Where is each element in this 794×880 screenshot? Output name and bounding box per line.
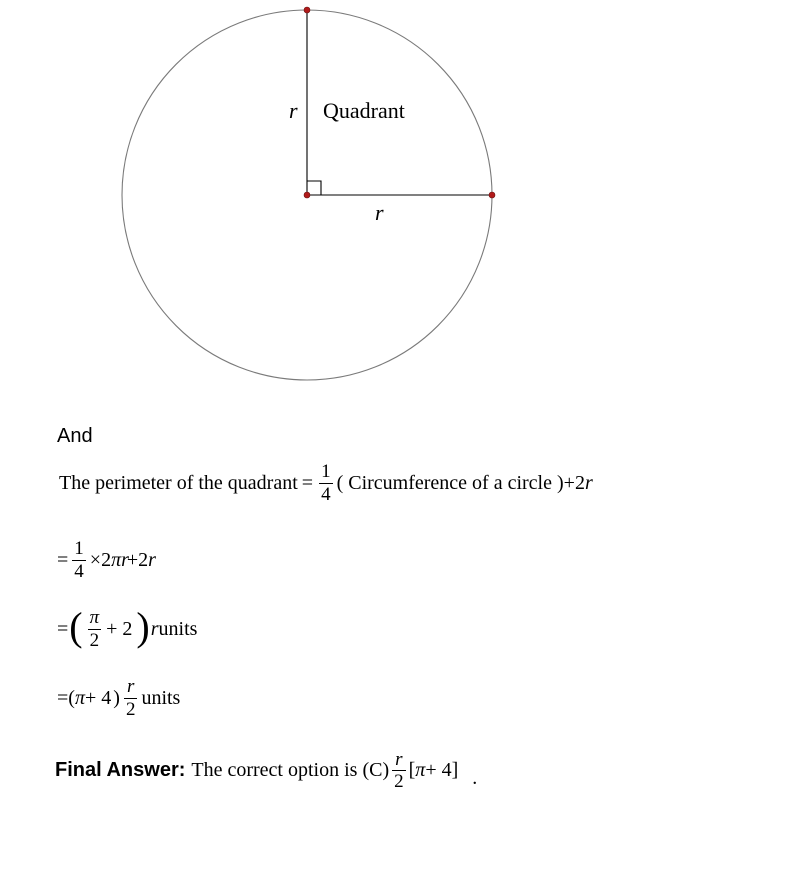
quadrant-diagram: r Quadrant r	[115, 0, 500, 390]
rp-4: )	[113, 687, 120, 710]
equals-4: =	[57, 687, 68, 710]
and-text: And	[57, 425, 739, 448]
dot-top	[304, 7, 310, 13]
frac-num-pi: π	[88, 608, 102, 628]
equals-2: =	[57, 549, 68, 572]
times: ×	[90, 549, 101, 572]
frac-pi-2: π 2	[88, 608, 102, 651]
r-ital-2: r	[148, 549, 156, 571]
final-dot: .	[472, 767, 477, 792]
final-answer-row: Final Answer: The correct option is (C) …	[55, 750, 739, 793]
frac-1-4-b: 1 4	[72, 539, 86, 582]
lp-4: (	[68, 687, 75, 710]
frac-r-2: r 2	[124, 677, 138, 720]
line1-mid: ( Circumference of a circle )	[337, 472, 564, 495]
two-r-2: 2r	[138, 549, 156, 572]
paren-group: ( π 2 + 2 )	[69, 608, 149, 651]
frac-num-1: 1	[319, 462, 333, 482]
open-bracket: [	[409, 759, 416, 782]
r-after-paren: r	[151, 618, 159, 641]
label-quadrant: Quadrant	[323, 98, 405, 123]
frac-num-r-f: r	[393, 750, 404, 770]
plus4-final: + 4	[425, 759, 451, 782]
plus-2: +	[127, 549, 138, 572]
pi-4: π	[75, 687, 85, 710]
final-answer-text: The correct option is (C)	[191, 759, 389, 782]
close-bracket: ]	[452, 759, 459, 782]
perimeter-line-3: = ( π 2 + 2 ) r units	[55, 608, 739, 651]
frac-den-2-f: 2	[392, 772, 406, 792]
pi-final: π	[415, 759, 425, 782]
lparen-big: (	[69, 609, 82, 649]
frac-den-2b: 2	[124, 700, 138, 720]
dot-center	[304, 192, 310, 198]
plus-1: +	[564, 472, 575, 495]
dot-right	[489, 192, 495, 198]
units-1: units	[159, 618, 198, 641]
equals-3: =	[57, 618, 68, 641]
units-2: units	[141, 687, 180, 710]
frac-den-2: 2	[88, 631, 102, 651]
two-pi-r: 2πr	[101, 549, 129, 572]
label-r-top: r	[289, 98, 298, 123]
frac-r-2-final: r 2	[392, 750, 406, 793]
frac-num-r: r	[125, 677, 136, 697]
two-r-1: 2r	[575, 472, 593, 495]
label-r-right: r	[375, 200, 384, 225]
frac-1-4: 1 4	[319, 462, 333, 505]
plus-3: + 2	[106, 618, 132, 641]
plus4-4: + 4	[85, 687, 111, 710]
equals-1: =	[302, 472, 313, 495]
frac-den-4b: 4	[72, 562, 86, 582]
r-ital-1: r	[585, 472, 593, 494]
perimeter-line-1: The perimeter of the quadrant = 1 4 ( Ci…	[55, 462, 739, 505]
rparen-big: )	[136, 609, 149, 649]
perimeter-line-4: = ( π + 4 ) r 2 units	[55, 677, 739, 720]
final-answer-label: Final Answer:	[55, 759, 185, 782]
frac-num-1b: 1	[72, 539, 86, 559]
line1-prefix: The perimeter of the quadrant	[59, 472, 298, 495]
frac-den-4: 4	[319, 485, 333, 505]
perimeter-line-2: = 1 4 × 2πr + 2r	[55, 539, 739, 582]
